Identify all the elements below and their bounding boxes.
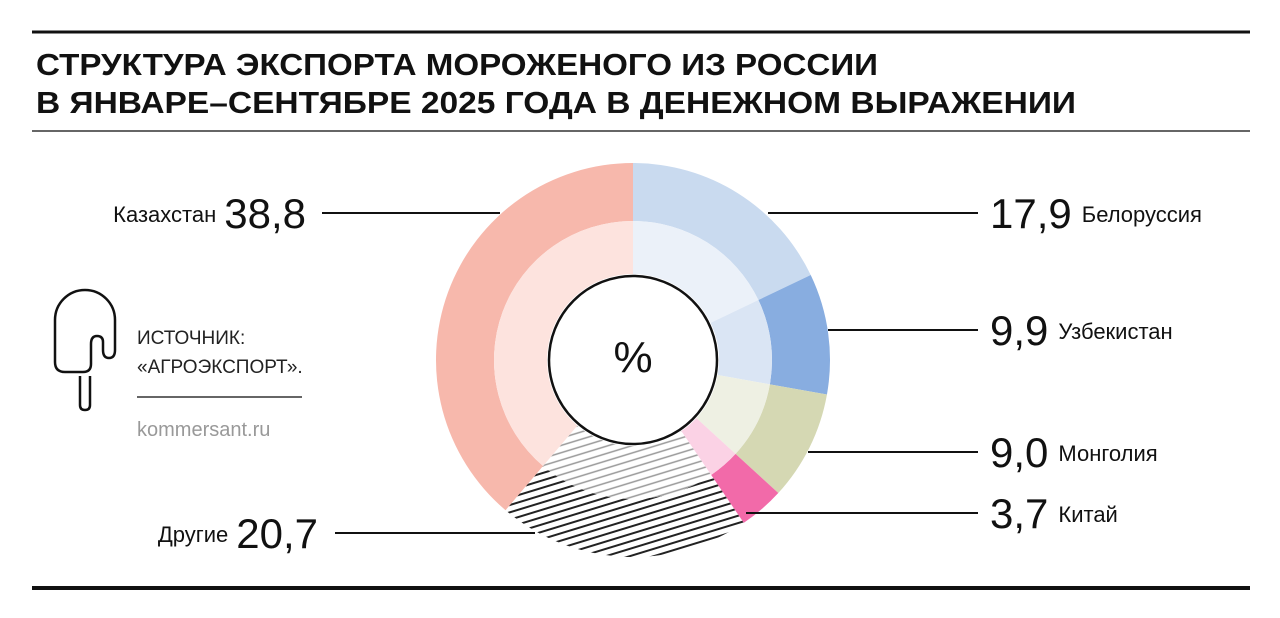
- category-label: Казахстан: [113, 202, 216, 227]
- slice-outer: [505, 465, 744, 557]
- slice-inner: [543, 425, 712, 499]
- value-label: 38,8: [224, 190, 306, 237]
- slice-outer: [711, 453, 779, 523]
- center-label: %: [613, 333, 652, 382]
- slice-inner: [710, 300, 772, 385]
- source-name: «АГРОЭКСПОРТ».: [137, 357, 303, 378]
- slice-outer: [758, 275, 830, 395]
- value-label: 9,9: [990, 307, 1048, 354]
- category-label: Другие: [158, 522, 228, 547]
- category-label: Узбекистан: [1058, 319, 1172, 344]
- chart-title: СТРУКТУРА ЭКСПОРТА МОРОЖЕНОГО ИЗ РОССИИ: [36, 47, 878, 82]
- center-circle: [547, 274, 719, 446]
- slice-outer: [735, 384, 827, 494]
- chart-title: В ЯНВАРЕ–СЕНТЯБРЕ 2025 ГОДА В ДЕНЕЖНОМ В…: [36, 85, 1076, 120]
- category-label: Китай: [1058, 502, 1117, 527]
- donut: [436, 163, 830, 557]
- source-label: ИСТОЧНИК:: [137, 328, 245, 349]
- category-label: Белоруссия: [1082, 202, 1202, 227]
- slice-inner: [681, 418, 736, 475]
- value-label: 9,0: [990, 429, 1048, 476]
- value-label: 20,7: [236, 510, 318, 557]
- slice-outer: [436, 163, 633, 511]
- slice-outer: [633, 163, 811, 301]
- credit: kommersant.ru: [137, 419, 270, 441]
- slice-inner: [633, 221, 759, 323]
- ice-cream-icon: [53, 288, 117, 412]
- slice-inner: [493, 221, 633, 466]
- category-label: Монголия: [1058, 441, 1157, 466]
- value-label: 17,9: [990, 190, 1072, 237]
- slice-inner: [696, 375, 770, 454]
- value-label: 3,7: [990, 490, 1048, 537]
